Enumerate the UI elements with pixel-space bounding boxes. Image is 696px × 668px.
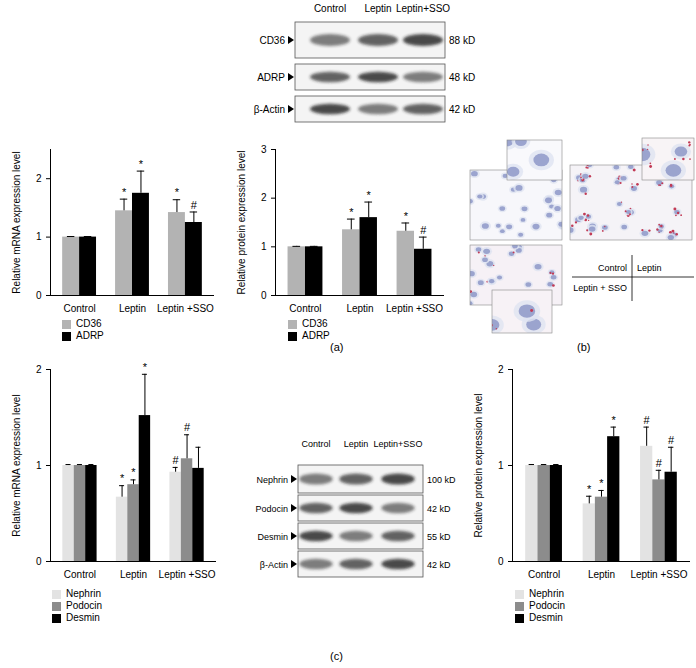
svg-text:Leptin +SSO: Leptin +SSO (157, 303, 214, 314)
svg-text:Leptin +SSO: Leptin +SSO (386, 303, 443, 314)
html-text:CD36: CD36 (302, 318, 328, 329)
svg-text:Leptin +SSO: Leptin +SSO (159, 569, 216, 580)
svg-text:100 kD: 100 kD (427, 475, 456, 485)
svg-text:Leptin: Leptin (344, 439, 369, 449)
svg-text:Relative mRNA expression level: Relative mRNA expression level (11, 394, 22, 536)
svg-text:*: * (120, 472, 125, 484)
svg-text:*: * (131, 466, 136, 478)
svg-text:*: * (367, 189, 372, 201)
svg-text:42 kD: 42 kD (427, 560, 451, 570)
svg-text:#: # (420, 224, 427, 236)
svg-text:Leptin: Leptin (120, 569, 147, 580)
svg-text:*: * (122, 186, 127, 198)
html-text:ADRP: ADRP (302, 330, 330, 341)
svg-text:Control: Control (64, 569, 96, 580)
svg-text:Podocin: Podocin (255, 504, 288, 514)
svg-text:β-Actin: β-Actin (254, 104, 285, 115)
svg-text:*: * (587, 483, 592, 495)
svg-text:#: # (191, 199, 198, 211)
html-text:Podocin: Podocin (529, 600, 566, 611)
svg-text:#: # (644, 414, 651, 426)
svg-text:3: 3 (261, 144, 267, 155)
svg-text:β-Actin: β-Actin (260, 560, 288, 570)
svg-text:88 kD: 88 kD (449, 35, 475, 46)
svg-text:1: 1 (36, 460, 42, 471)
svg-text:2: 2 (261, 192, 267, 203)
svg-text:Control: Control (289, 303, 321, 314)
svg-text:Leptin + SSO: Leptin + SSO (573, 283, 627, 293)
svg-text:42 kD: 42 kD (427, 504, 451, 514)
svg-text:*: * (139, 158, 144, 170)
svg-text:Relative protein expression le: Relative protein expression level (236, 151, 247, 295)
svg-text:Control: Control (528, 569, 560, 580)
svg-text:*: * (404, 210, 409, 222)
svg-text:*: * (175, 186, 180, 198)
svg-text:*: * (599, 477, 604, 489)
svg-text:2: 2 (498, 364, 504, 375)
svg-text:Control: Control (314, 3, 346, 14)
svg-text:#: # (173, 454, 180, 466)
svg-text:Leptin +SSO: Leptin +SSO (630, 569, 687, 580)
svg-text:CD36: CD36 (259, 35, 285, 46)
html-text:(b): (b) (577, 341, 591, 353)
svg-text:*: * (143, 361, 148, 373)
html-text:Desmin: Desmin (529, 612, 563, 623)
svg-text:Leptin: Leptin (637, 263, 662, 273)
html-text:(c): (c) (330, 650, 343, 662)
html-text:Desmin: Desmin (66, 612, 100, 623)
svg-text:*: * (349, 206, 354, 218)
svg-text:*: * (612, 414, 617, 426)
svg-text:0: 0 (261, 290, 267, 301)
svg-text:Leptin+SSO: Leptin+SSO (374, 439, 423, 449)
svg-text:Relative mRNA expression level: Relative mRNA expression level (11, 151, 22, 293)
svg-text:0: 0 (36, 556, 42, 567)
svg-text:1: 1 (261, 241, 267, 252)
svg-text:Leptin+SSO: Leptin+SSO (396, 3, 450, 14)
html-text:ADRP: ADRP (76, 330, 104, 341)
svg-text:Leptin: Leptin (119, 303, 146, 314)
html-text:(a): (a) (330, 341, 344, 353)
html-text:Podocin: Podocin (66, 600, 103, 611)
svg-text:2: 2 (36, 173, 42, 184)
html-text:Nephrin: Nephrin (66, 588, 101, 599)
svg-text:48 kD: 48 kD (449, 72, 475, 83)
svg-text:Control: Control (63, 303, 95, 314)
svg-text:ADRP: ADRP (257, 72, 285, 83)
svg-text:Leptin: Leptin (346, 303, 373, 314)
svg-text:0: 0 (498, 556, 504, 567)
svg-text:1: 1 (498, 460, 504, 471)
svg-text:Leptin: Leptin (364, 3, 391, 14)
svg-text:Leptin: Leptin (588, 569, 615, 580)
html-text:Nephrin: Nephrin (529, 588, 564, 599)
svg-text:#: # (184, 421, 191, 433)
svg-text:Nephrin: Nephrin (256, 475, 288, 485)
svg-text:Desmin: Desmin (257, 532, 288, 542)
svg-text:#: # (656, 457, 663, 469)
svg-text:Control: Control (301, 439, 330, 449)
svg-text:1: 1 (36, 231, 42, 242)
svg-text:Control: Control (598, 263, 627, 273)
svg-text:#: # (668, 434, 675, 446)
svg-text:0: 0 (36, 290, 42, 301)
html-text:CD36: CD36 (76, 318, 102, 329)
svg-text:Relative protein expression le: Relative protein expression level (473, 394, 484, 538)
svg-text:2: 2 (36, 364, 42, 375)
svg-text:55 kD: 55 kD (427, 532, 451, 542)
svg-text:42 kD: 42 kD (449, 104, 475, 115)
